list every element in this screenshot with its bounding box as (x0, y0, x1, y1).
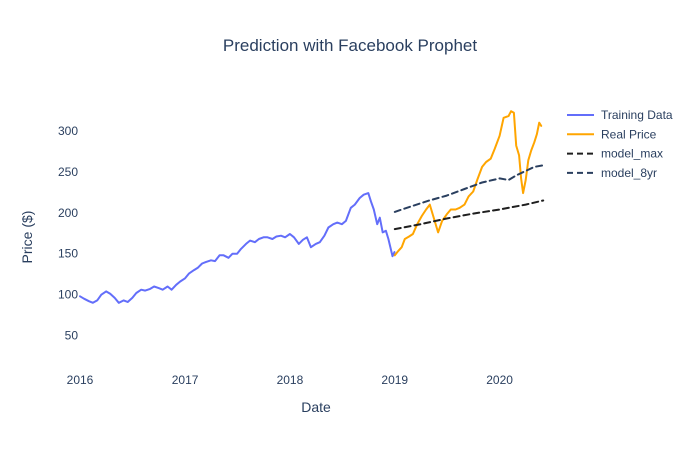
y-axis: 50 100 150 200 250 300 (58, 124, 78, 343)
x-tick-label: 2018 (277, 373, 304, 387)
legend-label: Training Data (601, 108, 673, 122)
y-tick-label: 300 (58, 124, 78, 138)
legend-item-real-price[interactable]: Real Price (567, 127, 657, 141)
y-tick-label: 200 (58, 206, 78, 220)
series-line-real-price (393, 110, 543, 257)
series-line-model-max (393, 199, 545, 231)
series-line-model-8yr (393, 164, 545, 213)
legend-label: model_8yr (601, 166, 657, 180)
x-tick-label: 2017 (172, 373, 199, 387)
x-tick-label: 2016 (67, 373, 94, 387)
series-line-training-data (79, 192, 396, 304)
x-axis: 2016 2017 2018 2019 2020 (67, 373, 514, 387)
y-axis-title: Price ($) (19, 211, 35, 264)
plot-area: 50 100 150 200 250 300 2016 2017 2018 2019 2020 (58, 110, 545, 387)
legend[interactable]: Training Data Real Price model_max model_8y… (567, 108, 673, 180)
x-tick-label: 2019 (381, 373, 408, 387)
legend-item-model-8yr[interactable]: model_8yr (567, 166, 657, 180)
x-axis-title: Date (301, 399, 331, 415)
legend-label: model_max (601, 147, 663, 161)
legend-item-model-max[interactable]: model_max (567, 147, 663, 161)
y-tick-label: 250 (58, 165, 78, 179)
y-tick-label: 100 (58, 288, 78, 302)
series-layer (79, 110, 545, 304)
y-tick-label: 150 (58, 247, 78, 261)
y-tick-label: 50 (65, 329, 79, 343)
x-tick-label: 2020 (486, 373, 513, 387)
chart-title: Prediction with Facebook Prophet (223, 36, 477, 55)
legend-item-training-data[interactable]: Training Data (567, 108, 673, 122)
legend-label: Real Price (601, 127, 657, 141)
